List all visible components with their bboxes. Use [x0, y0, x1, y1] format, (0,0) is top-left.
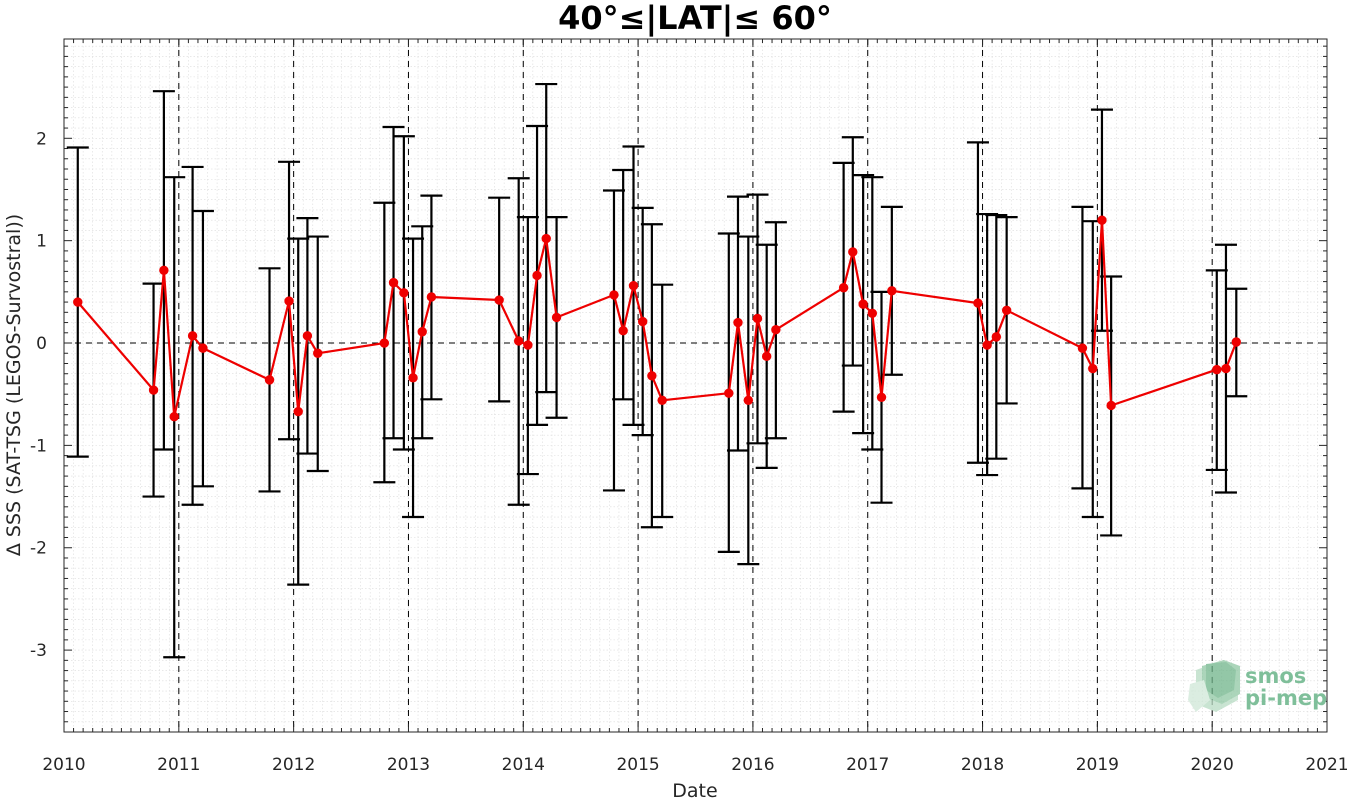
- data-point: [1001, 305, 1012, 315]
- data-point: [657, 395, 667, 406]
- data-point: [733, 317, 743, 328]
- data-point: [887, 286, 897, 296]
- data-point: [541, 233, 551, 244]
- x-tick-label: 2021: [1305, 755, 1348, 775]
- data-point: [388, 277, 399, 288]
- logo-text-pimep: pi-mep: [1245, 686, 1327, 710]
- data-point: [647, 371, 657, 381]
- grid-lines: [64, 39, 1327, 733]
- y-tick-labels: -3 -2 -1 0 1 2: [30, 129, 47, 661]
- data-point: [752, 313, 763, 324]
- series-polyline: [76, 219, 1238, 418]
- data-point: [426, 292, 437, 302]
- x-tick-label: 2020: [1191, 755, 1234, 775]
- data-point: [858, 299, 868, 309]
- y-tick-label: 1: [36, 232, 47, 252]
- data-point: [1212, 364, 1222, 375]
- data-point: [743, 395, 754, 406]
- data-point: [73, 297, 83, 307]
- data-point: [637, 316, 648, 327]
- data-point: [532, 270, 542, 281]
- y-tick-label: -1: [30, 436, 47, 456]
- data-point: [973, 298, 983, 308]
- chart-title: 40°≤|LAT|≤ 60°: [558, 0, 832, 38]
- data-point: [284, 296, 294, 306]
- x-tick-label: 2010: [42, 755, 85, 775]
- x-tick-labels: 2010 2011 2012 2013 2014 2015 2016 2017 2018 2019…: [42, 755, 1348, 775]
- data-point: [379, 338, 390, 348]
- logo-cube-icon: [1188, 660, 1240, 712]
- data-point: [293, 406, 303, 417]
- data-point: [513, 336, 524, 346]
- data-point: [609, 290, 619, 300]
- x-tick-label: 2015: [616, 755, 659, 775]
- y-tick-label: -3: [30, 641, 47, 661]
- plot-frame: [63, 38, 1328, 733]
- data-point: [523, 340, 533, 350]
- x-tick-label: 2014: [502, 755, 545, 775]
- data-point: [399, 288, 409, 298]
- year-divider-lines: [178, 39, 1213, 732]
- data-point: [982, 340, 992, 350]
- series-line: [76, 219, 1238, 418]
- data-point: [876, 392, 887, 402]
- y-axis-label: Δ SSS (SAT-TSG (LEGOS-Survostral)): [3, 214, 25, 556]
- data-point: [408, 373, 418, 383]
- data-point: [169, 412, 179, 422]
- data-point: [991, 332, 1002, 342]
- data-point: [628, 280, 639, 291]
- data-point: [1097, 215, 1107, 225]
- data-point: [187, 331, 198, 341]
- data-point: [1077, 343, 1088, 353]
- data-point: [724, 388, 734, 398]
- data-point: [1106, 400, 1116, 411]
- data-point: [302, 331, 313, 341]
- data-point: [761, 351, 772, 362]
- data-point: [771, 325, 781, 335]
- data-point: [551, 312, 562, 323]
- x-tick-label: 2018: [961, 755, 1004, 775]
- x-axis-label: Date: [672, 780, 717, 799]
- data-point: [867, 308, 878, 319]
- data-point: [838, 283, 849, 293]
- data-point: [159, 265, 169, 276]
- data-point: [848, 247, 858, 257]
- x-tick-label: 2011: [157, 755, 200, 775]
- data-point: [264, 375, 275, 385]
- x-tick-label: 2019: [1076, 755, 1119, 775]
- y-tick-label: -2: [30, 539, 47, 559]
- data-point: [313, 348, 323, 358]
- data-point: [1231, 337, 1241, 347]
- data-point: [1088, 363, 1098, 374]
- x-tick-label: 2017: [846, 755, 889, 775]
- x-tick-label: 2012: [272, 755, 315, 775]
- data-point: [148, 385, 159, 395]
- y-tick-label: 0: [36, 334, 47, 354]
- data-point: [198, 343, 208, 353]
- data-point: [494, 295, 504, 305]
- data-point: [417, 327, 427, 337]
- x-tick-label: 2013: [387, 755, 430, 775]
- smos-pimep-logo: smos pi-mep: [1188, 660, 1327, 712]
- logo-text-smos: smos: [1245, 664, 1306, 688]
- x-tick-label: 2016: [731, 755, 774, 775]
- axis-ticks: [63, 39, 1328, 733]
- data-point: [618, 326, 628, 336]
- y-tick-label: 2: [36, 129, 47, 149]
- data-points: [73, 215, 1241, 422]
- data-point: [1221, 363, 1231, 374]
